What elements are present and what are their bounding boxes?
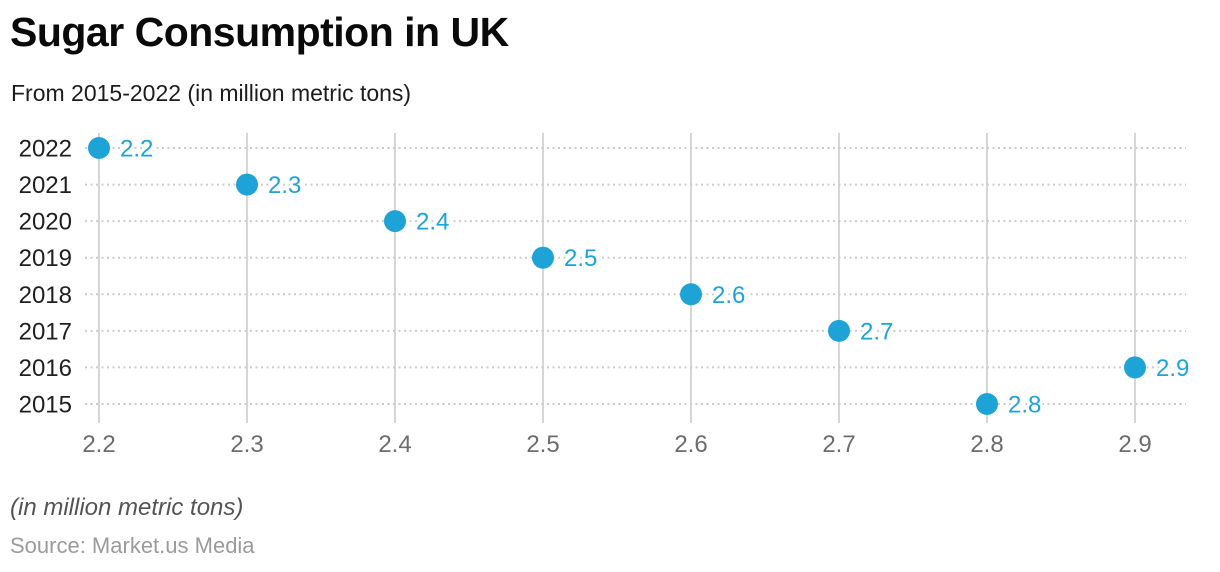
- data-point-label: 2.3: [268, 172, 301, 199]
- x-axis-tick-label: 2.9: [1118, 431, 1151, 458]
- data-point-label: 2.7: [860, 318, 893, 345]
- y-axis-label: 2018: [19, 282, 72, 309]
- y-axis-label: 2021: [19, 172, 72, 199]
- chart-title: Sugar Consumption in UK: [10, 9, 509, 55]
- y-axis-label: 2022: [19, 136, 72, 163]
- x-axis-tick-label: 2.3: [230, 431, 263, 458]
- data-point[interactable]: [976, 393, 998, 415]
- data-point[interactable]: [236, 173, 258, 196]
- data-point-label: 2.2: [120, 136, 153, 163]
- data-point-label: 2.9: [1156, 355, 1189, 382]
- x-axis-tick-label: 2.4: [378, 431, 411, 458]
- data-point[interactable]: [384, 210, 406, 233]
- data-point[interactable]: [532, 246, 554, 269]
- x-axis-tick-label: 2.2: [82, 431, 115, 458]
- x-axis-tick-label: 2.5: [526, 431, 559, 458]
- x-axis-tick-label: 2.6: [674, 431, 707, 458]
- data-point-label: 2.6: [712, 282, 745, 309]
- data-point[interactable]: [88, 137, 110, 159]
- y-axis-label: 2017: [19, 318, 72, 345]
- data-point[interactable]: [828, 319, 850, 342]
- source-line: Source: Market.us Media: [10, 533, 255, 558]
- data-point[interactable]: [1124, 356, 1146, 379]
- y-axis-label: 2015: [19, 392, 72, 419]
- x-axis-tick-label: 2.8: [970, 431, 1003, 458]
- data-point-label: 2.4: [416, 209, 449, 236]
- data-point-label: 2.5: [564, 245, 597, 272]
- plot-area: 2.2 2.3 2.4 2.5 2.6 2.7 2.8 2.9 2022 2.2 2021 2.3 20…: [18, 133, 1190, 458]
- unit-note: (in million metric tons): [10, 494, 244, 521]
- y-axis-label: 2016: [19, 355, 72, 382]
- y-axis-label: 2020: [19, 209, 72, 236]
- x-axis-tick-label: 2.7: [822, 431, 855, 458]
- y-axis-label: 2019: [19, 245, 72, 272]
- chart-subtitle: From 2015-2022 (in million metric tons): [11, 80, 412, 106]
- data-point-label: 2.8: [1008, 392, 1041, 419]
- data-point[interactable]: [680, 283, 702, 306]
